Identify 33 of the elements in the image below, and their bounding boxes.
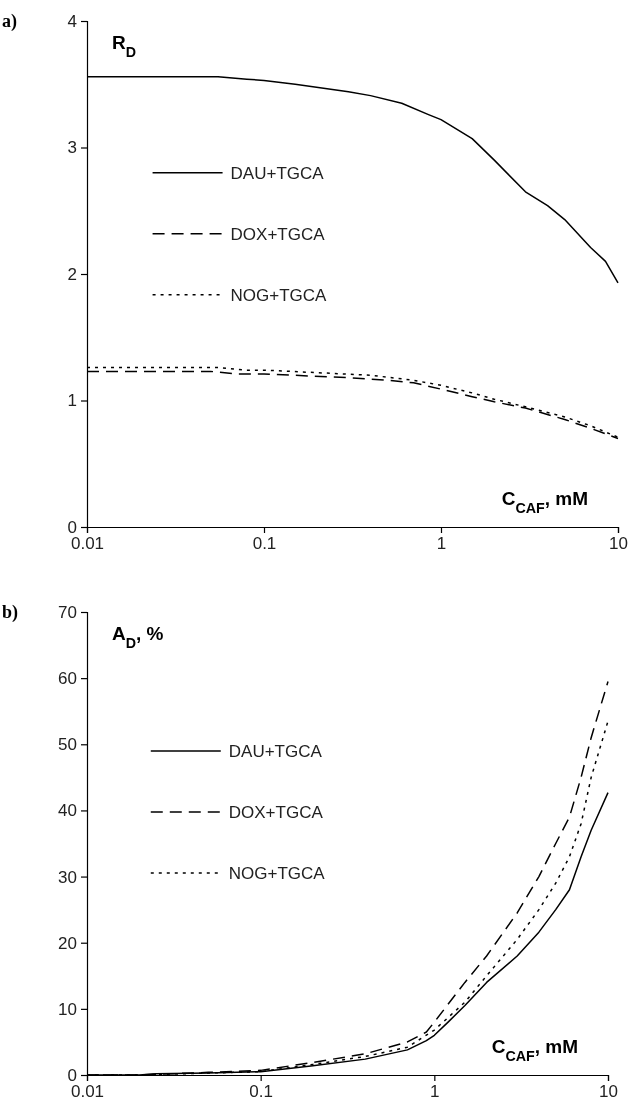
x-tick-label: 0.01 [70, 1082, 105, 1102]
x-tick-label: 10 [599, 1082, 618, 1102]
x-tick-label: 10 [609, 534, 628, 554]
legend-label: DAU+TGCA [228, 741, 323, 761]
y-tick-label: 3 [67, 138, 77, 158]
y-tick-label: 10 [58, 999, 77, 1019]
legend-label: DOX+TGCA [228, 802, 324, 822]
legend-label: NOG+TGCA [230, 285, 328, 305]
y-tick-label: 0 [67, 1065, 77, 1085]
legend-label: DAU+TGCA [230, 163, 325, 183]
legend-label: DOX+TGCA [230, 224, 326, 244]
y-tick-label: 4 [67, 11, 77, 31]
x-axis-title: C$_{CAF}$, mM [501, 488, 588, 516]
y-tick-label: 1 [67, 391, 77, 411]
y-tick-label: 50 [58, 735, 77, 755]
y-tick-label: 70 [58, 602, 77, 622]
x-axis-title: C$_{CAF}$, mM [491, 1036, 578, 1064]
x-tick-label: 0.1 [249, 1082, 273, 1102]
y-axis-title: A$_{D}$, % [112, 623, 164, 651]
y-tick-label: 20 [58, 933, 77, 953]
x-tick-label: 1 [430, 1082, 440, 1102]
y-tick-label: 0 [67, 517, 77, 537]
chart-title: a) [2, 11, 17, 32]
y-tick-label: 30 [58, 867, 77, 887]
legend-label: NOG+TGCA [228, 863, 326, 883]
y-tick-label: 2 [67, 264, 77, 284]
x-tick-label: 0.01 [70, 534, 105, 554]
x-tick-label: 1 [436, 534, 447, 554]
y-tick-label: 60 [58, 669, 77, 689]
chart-title: b) [2, 602, 19, 623]
y-tick-label: 40 [58, 801, 77, 821]
x-tick-label: 0.1 [252, 534, 277, 554]
y-axis-title: R$_{D}$ [112, 32, 137, 60]
